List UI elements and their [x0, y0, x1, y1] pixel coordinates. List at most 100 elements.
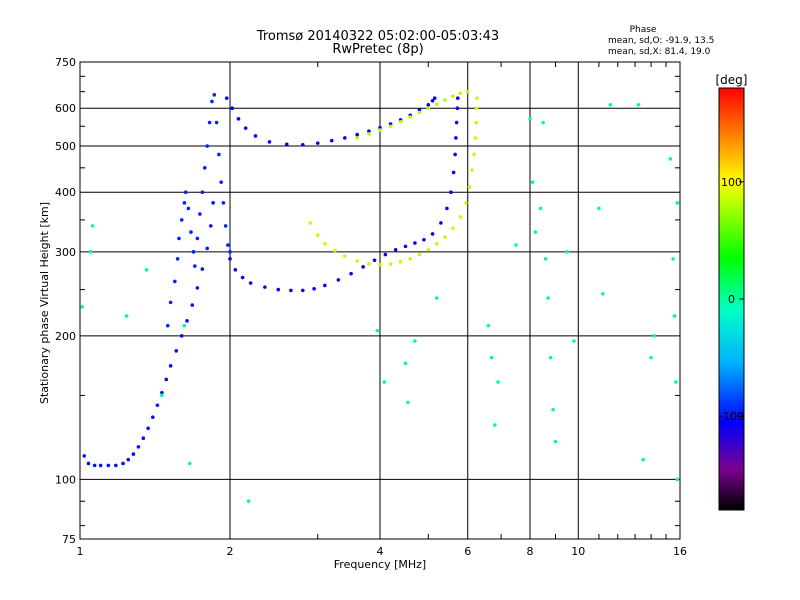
x-tick-label: 6 — [464, 545, 471, 558]
data-point — [543, 257, 548, 261]
data-point — [312, 286, 316, 291]
data-point — [190, 303, 195, 307]
data-point — [82, 454, 87, 458]
data-point — [200, 267, 205, 271]
plot-area: 1 2 4 6 8 10 16 75 100 200 300 400 500 600 750 — [55, 56, 687, 558]
data-point — [248, 281, 253, 285]
series-group — [82, 201, 215, 468]
data-point — [349, 271, 353, 276]
data-point — [413, 241, 417, 245]
data-point — [388, 124, 393, 129]
data-point — [355, 259, 359, 263]
data-point — [672, 314, 677, 318]
data-point — [336, 278, 341, 282]
y-tick-label: 750 — [55, 56, 76, 69]
data-point — [417, 252, 422, 257]
data-point — [210, 99, 214, 104]
data-point — [361, 265, 365, 269]
data-point — [315, 233, 320, 238]
data-point — [355, 136, 359, 140]
data-point — [367, 262, 371, 266]
data-point — [470, 168, 474, 172]
data-point — [378, 262, 382, 267]
data-point — [514, 243, 518, 247]
data-point — [398, 259, 403, 264]
data-point — [211, 201, 215, 205]
data-point — [451, 226, 455, 231]
data-point — [378, 128, 382, 132]
data-point — [219, 180, 223, 184]
y-tick-label: 200 — [55, 330, 76, 343]
data-point — [417, 110, 422, 115]
data-point — [183, 190, 188, 195]
data-point — [434, 241, 439, 246]
data-point — [443, 235, 447, 239]
data-point — [430, 232, 435, 236]
data-point — [160, 393, 164, 398]
y-tick-label: 600 — [55, 102, 76, 115]
data-point — [243, 126, 248, 130]
data-point — [474, 106, 479, 111]
data-point — [263, 285, 267, 289]
data-point — [372, 258, 377, 263]
data-point — [455, 96, 460, 100]
data-point — [553, 439, 558, 444]
data-point — [86, 461, 91, 466]
data-point — [383, 252, 388, 257]
data-point — [430, 98, 435, 103]
data-point — [126, 457, 131, 462]
data-point — [597, 206, 601, 211]
data-point — [375, 328, 380, 333]
data-point — [221, 201, 226, 205]
data-point — [233, 268, 238, 272]
x-tick-label: 4 — [377, 545, 384, 558]
data-point — [168, 364, 173, 368]
x-tick-label: 2 — [227, 545, 234, 558]
data-point — [144, 268, 149, 272]
data-point — [333, 248, 337, 253]
data-point — [541, 120, 545, 125]
data-point — [445, 206, 449, 211]
data-point — [205, 246, 209, 251]
data-point — [124, 314, 129, 318]
data-point — [636, 103, 641, 107]
data-point — [434, 296, 439, 300]
data-point — [308, 221, 313, 225]
data-point — [439, 221, 443, 225]
x-tick-label: 8 — [527, 545, 534, 558]
data-point — [453, 152, 457, 157]
data-point — [528, 117, 532, 121]
data-point — [174, 349, 179, 353]
data-point — [398, 119, 403, 124]
series-group — [165, 93, 232, 328]
data-point — [530, 180, 535, 184]
y-tick-label: 300 — [55, 246, 76, 259]
y-tick-label: 500 — [55, 140, 76, 153]
data-point — [182, 323, 187, 328]
data-point — [572, 339, 576, 343]
x-tick-label: 1 — [77, 545, 84, 558]
data-point — [114, 463, 118, 468]
data-point — [548, 355, 553, 360]
data-point — [246, 499, 251, 504]
data-point — [323, 283, 327, 288]
chart-title: Tromsø 20140322 05:02:00-05:03:43 — [256, 29, 499, 44]
data-point — [289, 288, 293, 293]
data-point — [179, 334, 184, 338]
data-point — [473, 136, 478, 140]
data-point — [131, 452, 136, 456]
data-point — [455, 106, 460, 111]
data-point — [434, 102, 439, 106]
data-point — [671, 257, 675, 261]
data-point — [195, 286, 200, 290]
data-point — [408, 257, 413, 261]
data-point — [160, 390, 164, 395]
y-axis-label: Stationary phase Virtual Height [km] — [38, 202, 51, 404]
data-point — [465, 89, 470, 94]
data-point — [367, 129, 371, 134]
data-point — [179, 218, 184, 222]
data-point — [182, 201, 187, 205]
data-point — [674, 380, 678, 384]
data-point — [207, 120, 212, 125]
